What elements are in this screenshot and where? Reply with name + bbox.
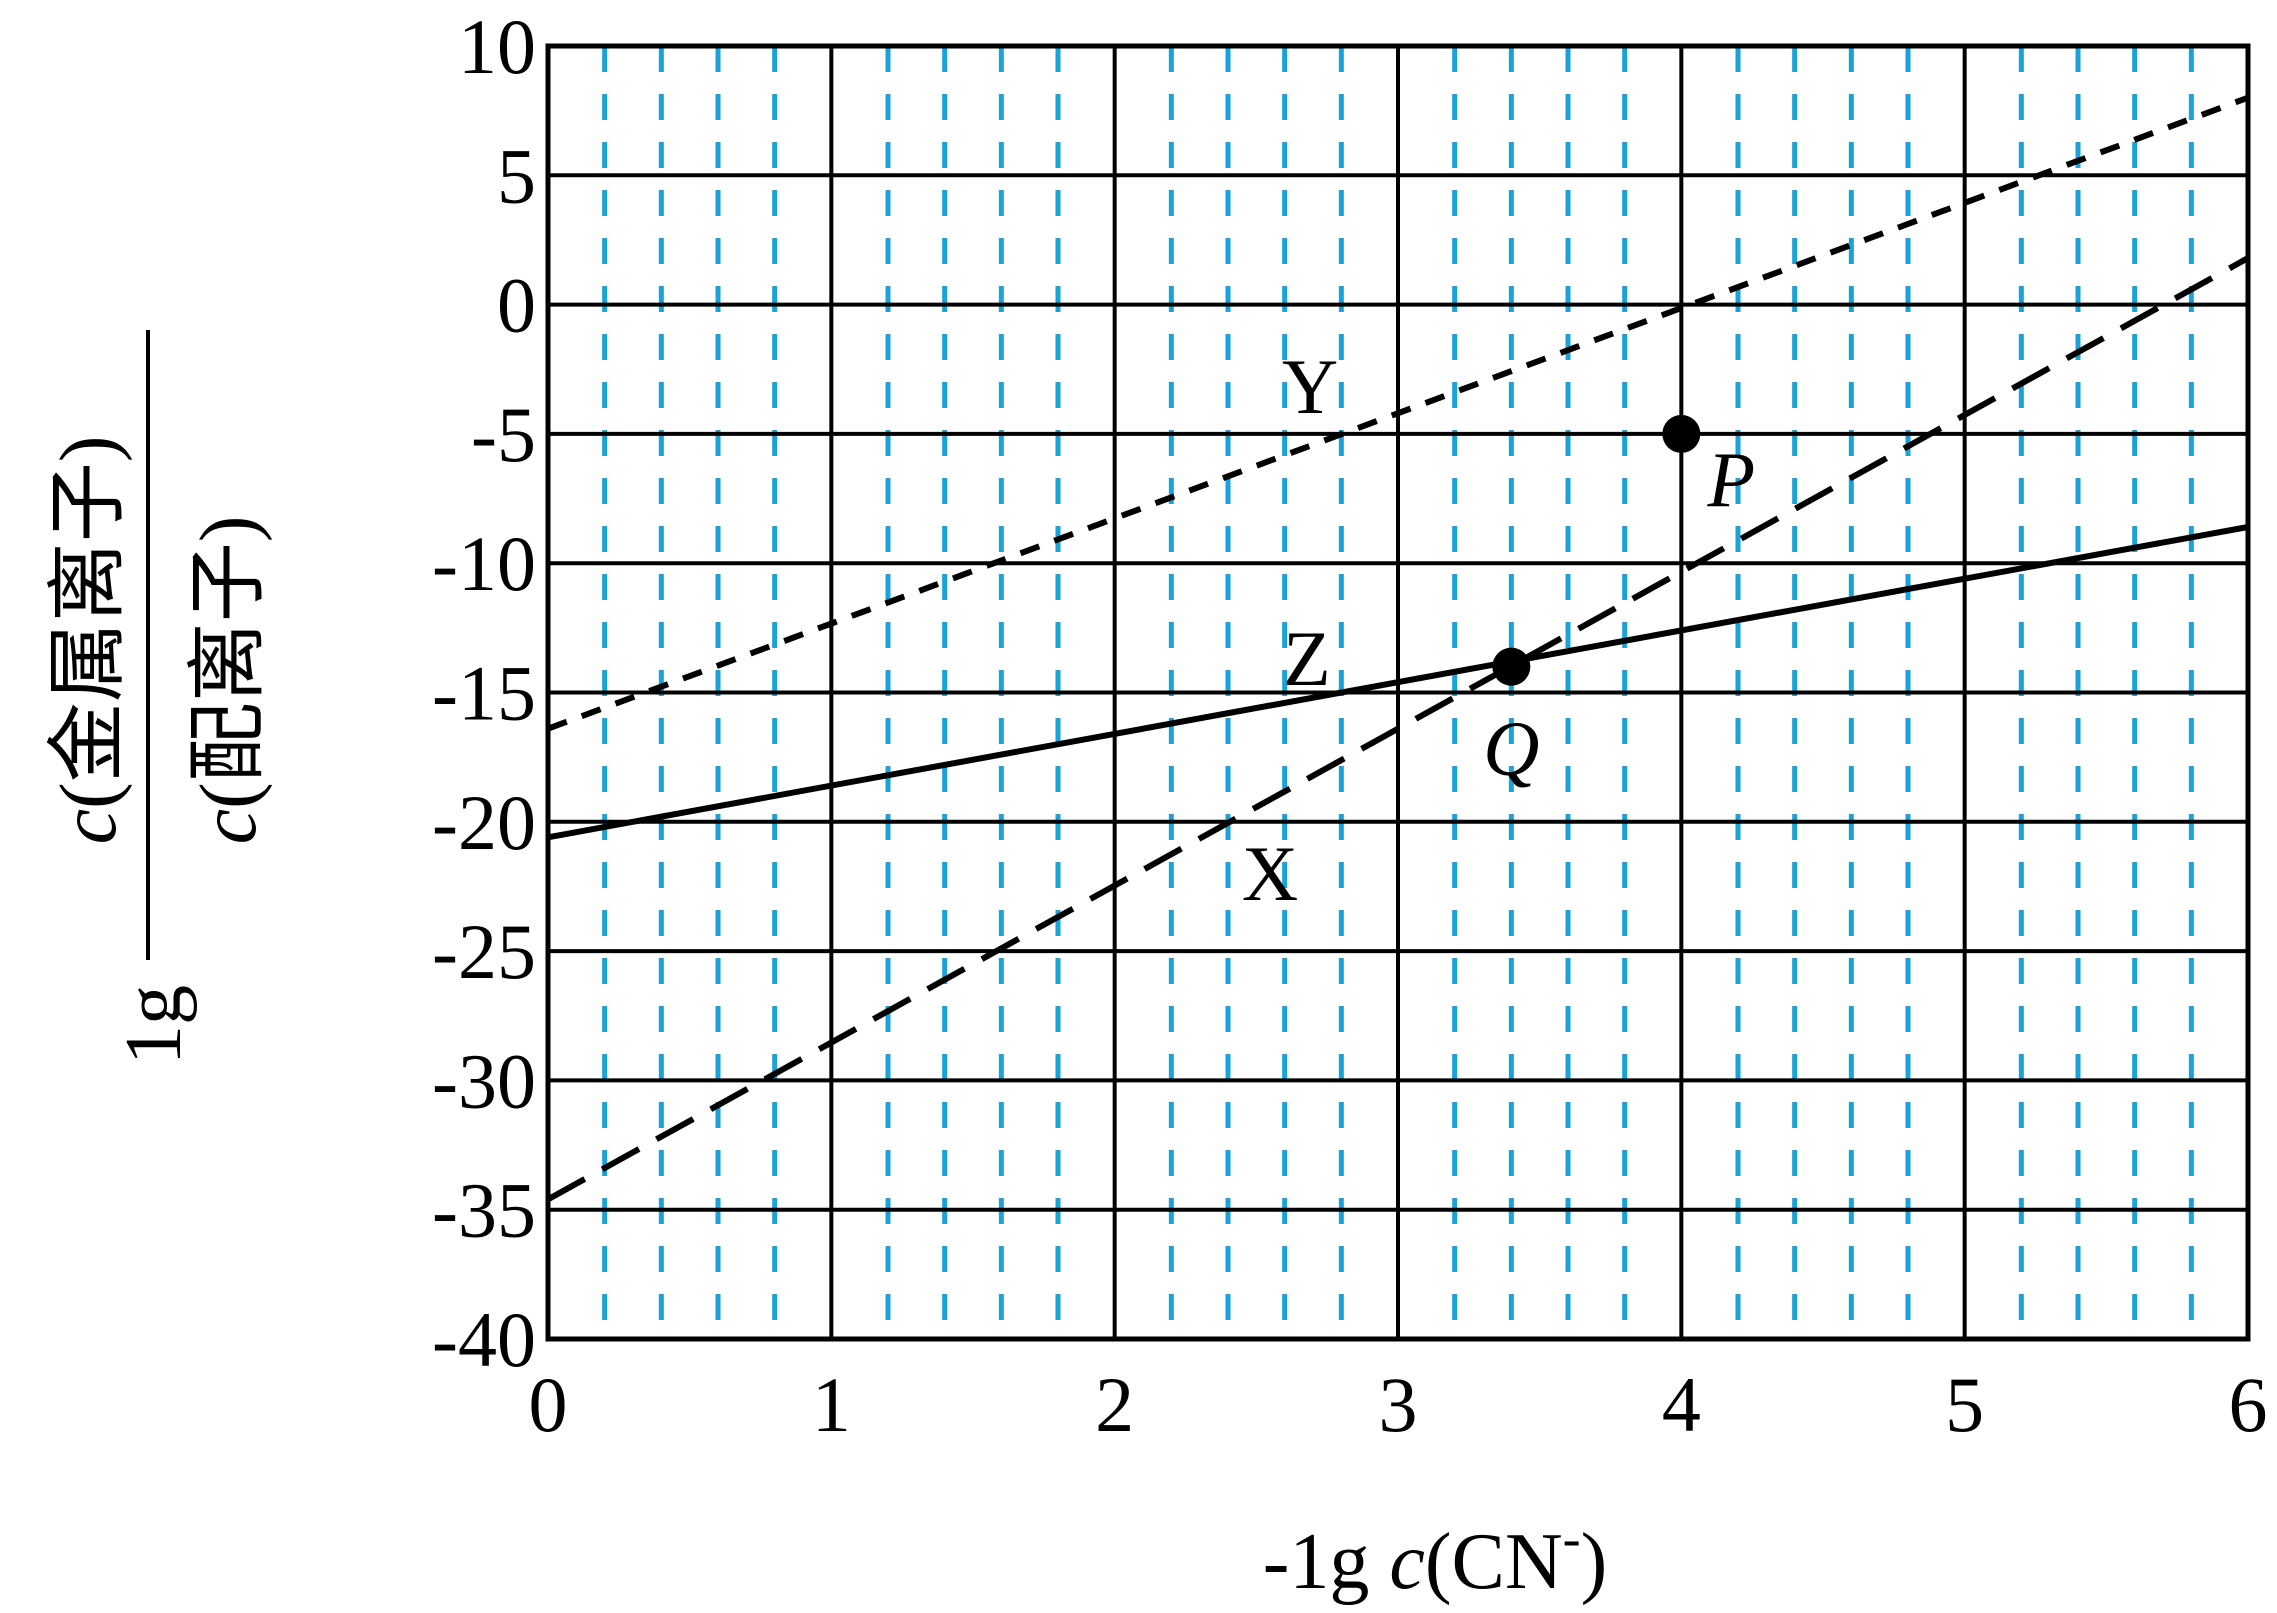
y-tick-label: 0 xyxy=(497,262,536,349)
y-tick-label: -20 xyxy=(432,779,536,866)
y-tick-label: 5 xyxy=(497,132,536,219)
y-tick-label: -40 xyxy=(432,1296,536,1383)
x-tick-label: 3 xyxy=(1379,1361,1418,1448)
x-axis-title-sup: - xyxy=(1563,1508,1581,1568)
x-tick-label: 4 xyxy=(1662,1361,1701,1448)
point-q xyxy=(1492,647,1531,686)
series-lines xyxy=(546,94,2250,1202)
x-tick-label: 1 xyxy=(812,1361,851,1448)
x-axis-title-close: ) xyxy=(1581,1518,1608,1606)
y-tick-label: -10 xyxy=(432,520,536,607)
x-tick-label: 5 xyxy=(1945,1361,1984,1448)
y-tick-label: -25 xyxy=(432,908,536,995)
series-line-x xyxy=(546,255,2250,1202)
major-grid xyxy=(548,46,2248,1339)
points xyxy=(1492,414,1701,686)
x-tick-label: 0 xyxy=(529,1361,568,1448)
y-axis-numerator-text: (金属离子) xyxy=(45,436,133,809)
y-axis-denominator-c: c xyxy=(185,809,273,845)
x-axis-title-body: (CN xyxy=(1425,1518,1563,1606)
y-axis-denominator-text: (配离子) xyxy=(185,516,273,809)
point-p xyxy=(1662,414,1701,453)
point-label-p: P xyxy=(1707,436,1756,523)
y-axis-title: 1g c(金属离子) c(配离子) xyxy=(45,330,273,1065)
y-tick-label: -35 xyxy=(432,1167,536,1254)
y-tick-label: 10 xyxy=(458,3,536,90)
series-label-y: Y xyxy=(1282,343,1338,430)
y-tick-label: -5 xyxy=(471,391,536,478)
plot-frame xyxy=(545,43,2251,1342)
x-axis-title: -1g c(CN-) xyxy=(1263,1508,1608,1606)
series-line-z xyxy=(547,524,2249,841)
x-tick-label: 2 xyxy=(1095,1361,1134,1448)
y-tick-label: -30 xyxy=(432,1037,536,1124)
series-line-y xyxy=(546,94,2250,732)
y-axis-numerator-c: c xyxy=(45,809,133,845)
y-axis-title-numerator: c(金属离子) xyxy=(45,436,133,845)
y-axis-title-denominator: c(配离子) xyxy=(185,516,273,845)
series-label-x: X xyxy=(1242,830,1298,917)
point-label-q: Q xyxy=(1483,705,1539,792)
x-axis-title-c: c xyxy=(1389,1518,1425,1606)
annotations: Y X Z P Q xyxy=(1242,343,1755,917)
y-tick-label: -15 xyxy=(432,650,536,737)
y-axis-title-prefix: 1g xyxy=(110,985,198,1065)
series-label-z: Z xyxy=(1283,615,1331,702)
x-axis-title-pre: -1g xyxy=(1263,1518,1390,1606)
x-tick-label: 6 xyxy=(2229,1361,2268,1448)
